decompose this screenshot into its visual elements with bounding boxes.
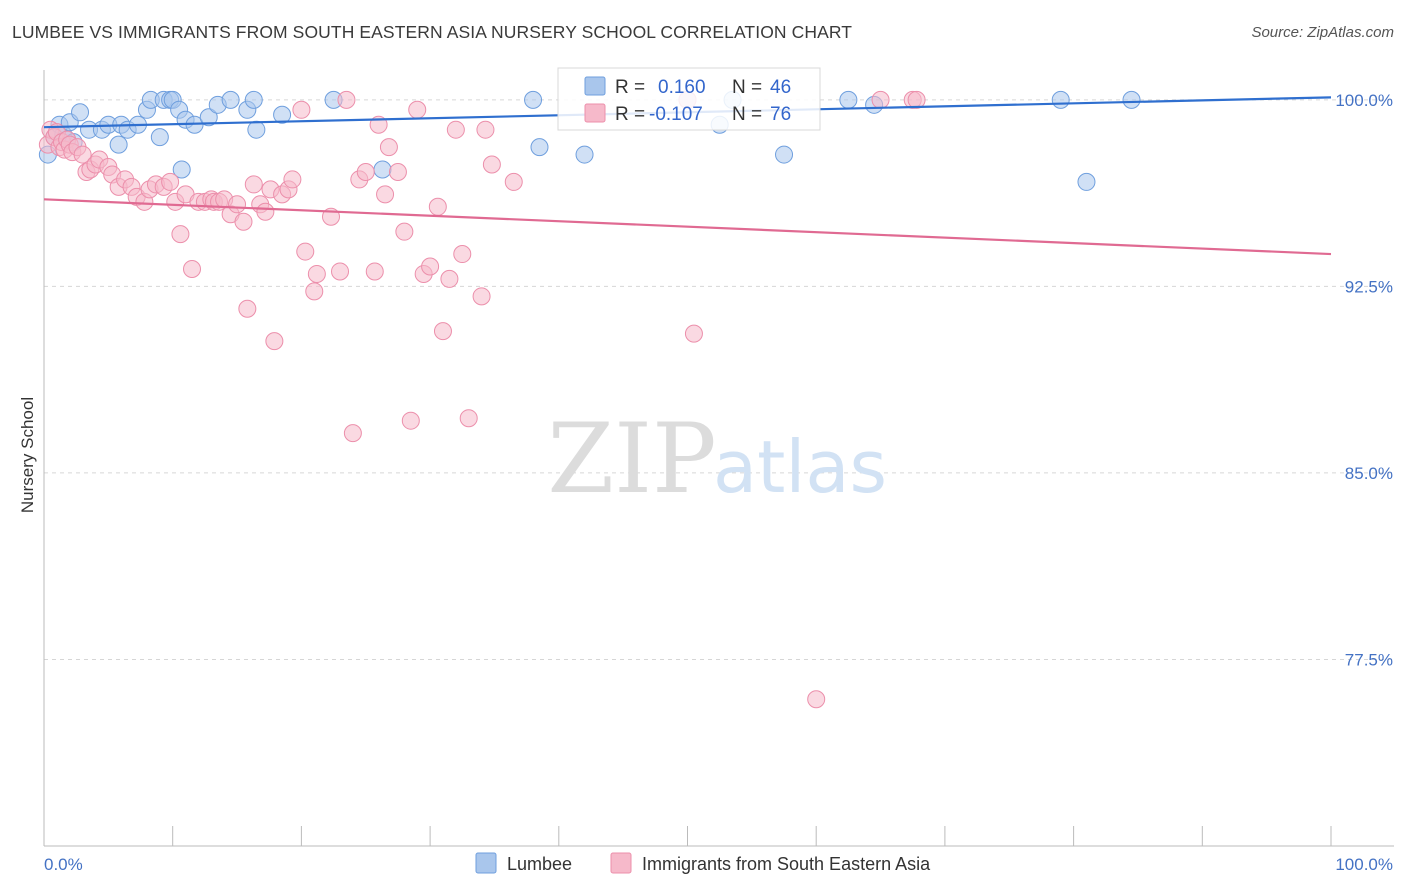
data-point xyxy=(446,120,465,139)
y-axis-label: Nursery School xyxy=(18,397,37,513)
data-point xyxy=(839,90,858,109)
legend-r-label: R = xyxy=(615,77,645,98)
data-point xyxy=(109,135,128,154)
source-label: Source: ZipAtlas.com xyxy=(1251,24,1394,41)
data-point xyxy=(476,120,495,139)
data-point xyxy=(331,262,350,281)
legend-swatch-lumbee xyxy=(584,76,606,96)
bottom-legend-swatch-immigrants xyxy=(610,852,632,874)
bottom-legend-swatch-lumbee xyxy=(475,852,497,874)
data-point xyxy=(305,282,324,301)
data-point xyxy=(343,424,362,443)
data-point xyxy=(482,155,501,174)
data-point xyxy=(575,145,594,164)
data-point xyxy=(256,202,275,221)
data-point xyxy=(228,195,247,214)
watermark: ZIP atlas xyxy=(547,403,887,515)
y-tick-label: 77.5% xyxy=(1345,650,1393,669)
data-point xyxy=(73,145,92,164)
data-point xyxy=(524,90,543,109)
data-point xyxy=(199,108,218,127)
data-point xyxy=(273,105,292,124)
series-immigrants xyxy=(38,90,926,709)
data-point xyxy=(1122,90,1141,109)
data-point xyxy=(807,690,826,709)
data-point xyxy=(292,100,311,119)
data-point xyxy=(283,170,302,189)
bottom-legend-label-immigrants: Immigrants from South Eastern Asia xyxy=(642,854,931,874)
data-point xyxy=(379,138,398,157)
data-point xyxy=(472,287,491,306)
data-point xyxy=(161,172,180,191)
data-point xyxy=(296,242,315,261)
series-points xyxy=(38,90,1141,709)
data-point xyxy=(183,259,202,278)
x-tick-label: 0.0% xyxy=(44,855,83,874)
data-point xyxy=(71,103,90,122)
legend-n-label: N = xyxy=(732,77,762,98)
data-point xyxy=(907,90,926,109)
watermark-atlas: atlas xyxy=(713,425,887,509)
data-point xyxy=(453,245,472,264)
legend-r-value: -0.107 xyxy=(649,104,703,125)
data-point xyxy=(440,269,459,288)
data-point xyxy=(171,225,190,244)
data-point xyxy=(221,90,240,109)
data-point xyxy=(337,90,356,109)
chart-title: LUMBEE VS IMMIGRANTS FROM SOUTH EASTERN … xyxy=(12,22,853,42)
data-point xyxy=(530,138,549,157)
data-point xyxy=(244,175,263,194)
bottom-legend: Lumbee Immigrants from South Eastern Asi… xyxy=(475,852,931,874)
data-point xyxy=(401,411,420,430)
legend-n-value: 76 xyxy=(770,104,791,125)
legend-swatch-immigrants xyxy=(584,103,606,123)
y-tick-labels: 100.0% 92.5% 85.0% 77.5% xyxy=(1335,91,1393,670)
data-point xyxy=(376,185,395,204)
data-point xyxy=(433,322,452,341)
data-point xyxy=(775,145,794,164)
data-point xyxy=(504,172,523,191)
data-point xyxy=(1051,90,1070,109)
data-point xyxy=(307,264,326,283)
x-tick-label: 100.0% xyxy=(1335,855,1393,874)
y-tick-label: 92.5% xyxy=(1345,277,1393,296)
data-point xyxy=(265,332,284,351)
data-point xyxy=(871,90,890,109)
data-point xyxy=(247,120,266,139)
data-point xyxy=(428,197,447,216)
data-point xyxy=(244,90,263,109)
data-point xyxy=(1077,172,1096,191)
legend-r-label: R = xyxy=(615,104,645,125)
y-tick-label: 100.0% xyxy=(1335,91,1393,110)
watermark-zip: ZIP xyxy=(547,403,716,515)
data-point xyxy=(459,409,478,428)
bottom-legend-label-lumbee: Lumbee xyxy=(507,854,572,874)
legend-n-label: N = xyxy=(732,104,762,125)
legend-box: R = 0.160 N = 46 R = -0.107 N = 76 xyxy=(557,67,821,131)
data-point xyxy=(238,299,257,318)
data-point xyxy=(373,160,392,179)
data-point xyxy=(356,162,375,181)
data-point xyxy=(684,324,703,343)
data-point xyxy=(234,212,253,231)
x-tick-labels: 0.0% 100.0% xyxy=(44,855,1393,874)
legend-n-value: 46 xyxy=(770,77,791,98)
data-point xyxy=(150,128,169,147)
data-point xyxy=(421,257,440,276)
data-point xyxy=(172,160,191,179)
y-tick-label: 85.0% xyxy=(1345,464,1393,483)
legend-r-value: 0.160 xyxy=(658,77,706,98)
trend-line-immigrants xyxy=(43,198,1332,256)
data-point xyxy=(395,222,414,241)
data-point xyxy=(365,262,384,281)
data-point xyxy=(388,162,407,181)
data-point xyxy=(408,100,427,119)
